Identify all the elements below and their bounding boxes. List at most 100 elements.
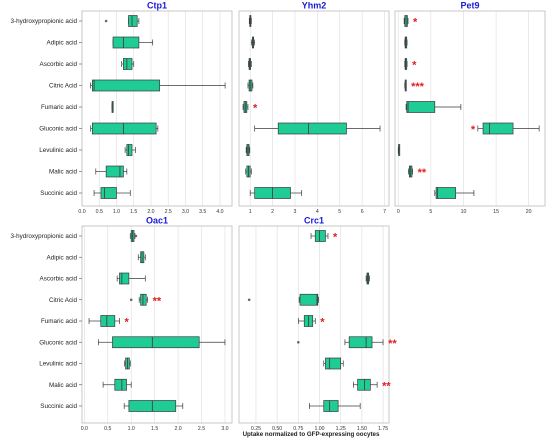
box-iqr: [112, 336, 200, 349]
box-8: [434, 187, 475, 199]
x-tick-label: 1: [249, 209, 252, 215]
category-label: Citric Acid: [49, 83, 77, 90]
category-label: Malic acid: [49, 169, 77, 176]
x-tick-label: 1.5: [151, 426, 158, 432]
x-tick-label: 0.5: [104, 426, 111, 432]
x-tick-label: 3: [294, 209, 297, 215]
box-iqr: [105, 165, 124, 178]
box-7: [102, 378, 132, 391]
outlier-point: [247, 298, 251, 302]
x-tick-label: 1.00: [314, 426, 324, 432]
x-axis-label: Uptake normalized to GFP-expressing oocy…: [243, 431, 380, 438]
x-tick-label: 2.5: [165, 209, 172, 215]
x-tick-label: 0.25: [251, 426, 261, 432]
x-tick-label: 1.75: [378, 426, 388, 432]
x-tick-label: 3.0: [182, 209, 189, 215]
x-tick-label: 0.0: [78, 209, 85, 215]
box-7: [245, 165, 252, 178]
box-iqr: [126, 144, 133, 156]
x-tick-label: 1.0: [113, 209, 120, 215]
box-6: [124, 144, 136, 156]
box-6: [124, 357, 131, 370]
category-label: Succinic acid: [40, 403, 77, 410]
category-label: 3-hydroxypropionic acid: [10, 18, 77, 25]
category-label: 3-hydroxypropionic acid: [10, 233, 77, 240]
box-iqr: [91, 79, 160, 92]
panel-frame: [81, 10, 233, 207]
category-label: Malic acid: [49, 382, 77, 389]
x-tick-label: 4.0: [216, 209, 223, 215]
box-4: [111, 101, 114, 113]
category-label: Fumaric acid: [41, 104, 78, 111]
x-tick-label: 5: [429, 209, 432, 215]
box-0: [248, 15, 252, 27]
outlier-point: [129, 298, 133, 302]
significance-marker: **: [388, 338, 397, 350]
x-tick-label: 0.0: [81, 426, 88, 432]
x-tick-label: 2: [271, 209, 274, 215]
box-5: [98, 336, 226, 349]
box-3: [90, 79, 226, 92]
x-tick-label: 1.25: [336, 426, 346, 432]
x-tick-label: 6: [361, 209, 364, 215]
panel-frame: [81, 225, 233, 424]
category-label: Ascorbic acid: [40, 61, 78, 68]
box-4: [405, 101, 462, 113]
panel-oac1: Oac1 0.0 0.5 1.0 1.5 2.0 2.5 3.0 3-hydroxypropio…: [10, 216, 233, 432]
box-3: [247, 79, 254, 92]
box-iqr: [100, 315, 116, 327]
x-tick-label: 10: [461, 209, 467, 215]
box-iqr: [91, 122, 157, 135]
significance-marker: *: [125, 317, 130, 329]
box-5: [90, 122, 159, 135]
box-0: *: [310, 230, 338, 244]
box-iqr: [357, 378, 371, 391]
box-3: **: [129, 293, 162, 307]
box-0: [104, 15, 140, 27]
panel-title: Pet9: [460, 1, 479, 11]
box-2: [116, 272, 146, 285]
x-tick-label: 2.0: [147, 209, 154, 215]
significance-marker: **: [418, 167, 427, 179]
x-tick-label: 3.0: [221, 426, 228, 432]
box-iqr: [314, 230, 326, 242]
box-7: **: [353, 378, 391, 392]
significance-marker: *: [253, 103, 258, 115]
box-iqr: [140, 293, 147, 306]
x-tick-label: 0.50: [272, 426, 282, 432]
box-8: [249, 187, 303, 199]
panel-title: Crc1: [304, 216, 324, 226]
box-iqr: [112, 36, 140, 49]
box-iqr: [114, 378, 127, 391]
panel-frame: [238, 225, 390, 424]
panel-title: Ctp1: [147, 1, 167, 11]
panel-title: Oac1: [146, 216, 168, 226]
x-tick-label: 4: [316, 209, 319, 215]
category-label: Gluconic acid: [39, 339, 77, 346]
box-iqr: [325, 357, 342, 370]
panel-yhm2: Yhm2 1 2 3 4 5 6 7 *: [238, 1, 390, 215]
outlier-point: [104, 19, 108, 23]
box-1: [250, 36, 256, 49]
category-label: Succinic acid: [40, 190, 77, 197]
significance-marker: *: [320, 317, 325, 329]
box-8: [308, 400, 361, 412]
x-tick-label: 0.75: [293, 426, 303, 432]
x-tick-label: 1.0: [128, 426, 135, 432]
panel-frame: [238, 10, 390, 207]
box-0: *: [403, 15, 418, 29]
panel-title: Yhm2: [302, 1, 327, 11]
box-1: [404, 36, 408, 49]
box-iqr: [482, 122, 514, 135]
significance-marker: *: [471, 124, 476, 136]
box-iqr: [119, 272, 130, 285]
panel-frame: [394, 10, 546, 207]
x-tick-label: 7: [383, 209, 386, 215]
box-iqr: [123, 58, 133, 70]
significance-marker: *: [413, 17, 418, 29]
outlier-point: [297, 340, 300, 344]
x-tick-label: 3.5: [199, 209, 206, 215]
box-iqr: [406, 101, 436, 113]
